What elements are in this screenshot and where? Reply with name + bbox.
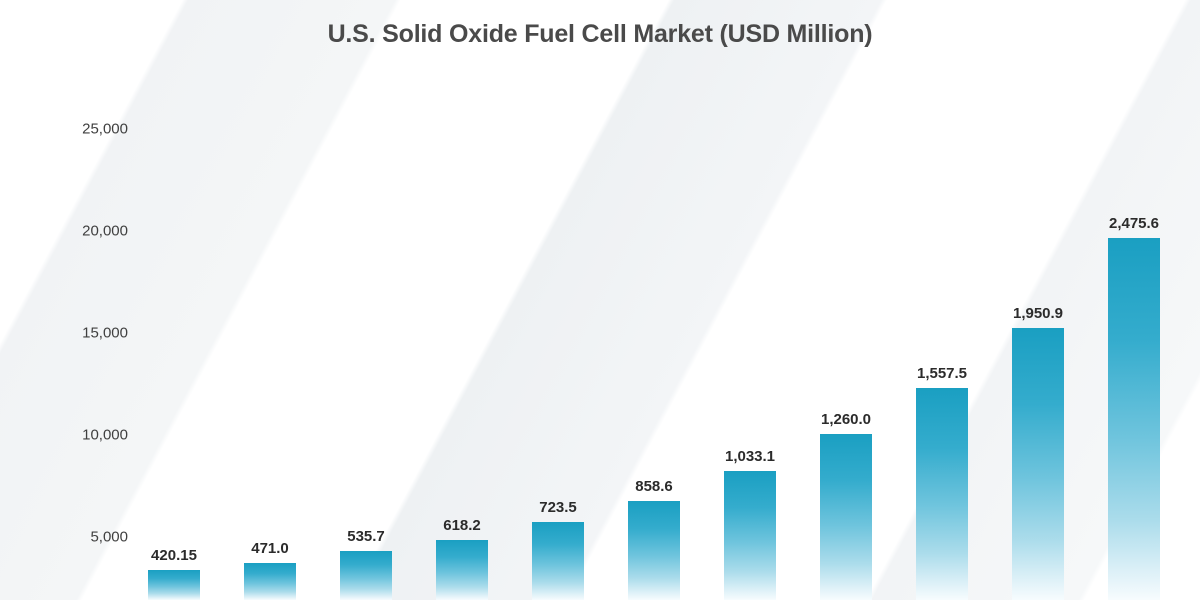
bar[interactable] <box>532 522 584 600</box>
bar-group: 618.2 <box>436 517 488 600</box>
y-tick-label: 15,000 <box>82 324 128 342</box>
bar-group: 1,033.1 <box>724 448 776 600</box>
chart-title: U.S. Solid Oxide Fuel Cell Market (USD M… <box>327 20 873 48</box>
bar[interactable] <box>436 540 488 600</box>
bar-value-label: 420.15 <box>151 547 197 564</box>
bar-value-label: 723.5 <box>539 499 577 516</box>
bar-group: 1,260.0 <box>820 411 872 600</box>
y-tick-label: 20,000 <box>82 222 128 240</box>
bar-group: 858.6 <box>628 478 680 600</box>
y-tick-label: 10,000 <box>82 426 128 444</box>
bar-value-label: 858.6 <box>635 478 673 495</box>
bar[interactable] <box>628 501 680 600</box>
bar-value-label: 535.7 <box>347 528 385 545</box>
bar[interactable] <box>1012 328 1064 600</box>
y-axis: 25,000 20,000 15,000 10,000 5,000 <box>0 0 140 600</box>
bar-value-label: 618.2 <box>443 517 481 534</box>
bar-value-label: 2,475.6 <box>1108 215 1160 232</box>
bar-group: 535.7 <box>340 528 392 600</box>
bar-group: 471.0 <box>244 540 296 600</box>
y-tick-label: 5,000 <box>90 528 128 546</box>
bar[interactable] <box>244 563 296 600</box>
bar-group: 1,557.5 <box>916 365 968 600</box>
bar-value-label: 471.0 <box>251 540 289 557</box>
bar[interactable] <box>148 570 200 600</box>
bar-value-label: 1,033.1 <box>724 448 776 465</box>
bar[interactable] <box>916 388 968 600</box>
bar-value-label: 1,557.5 <box>916 365 968 382</box>
bar-group: 2,475.6 <box>1108 215 1160 600</box>
bar-value-label: 1,260.0 <box>820 411 872 428</box>
y-tick-label: 25,000 <box>82 120 128 138</box>
bar-group: 723.5 <box>532 499 584 600</box>
bar-group: 420.15 <box>148 547 200 600</box>
bar[interactable] <box>340 551 392 600</box>
bar[interactable] <box>1108 238 1160 600</box>
bar-group: 1,950.9 <box>1012 305 1064 600</box>
bar[interactable] <box>724 471 776 600</box>
bar[interactable] <box>820 434 872 600</box>
bar-value-label: 1,950.9 <box>1012 305 1064 322</box>
